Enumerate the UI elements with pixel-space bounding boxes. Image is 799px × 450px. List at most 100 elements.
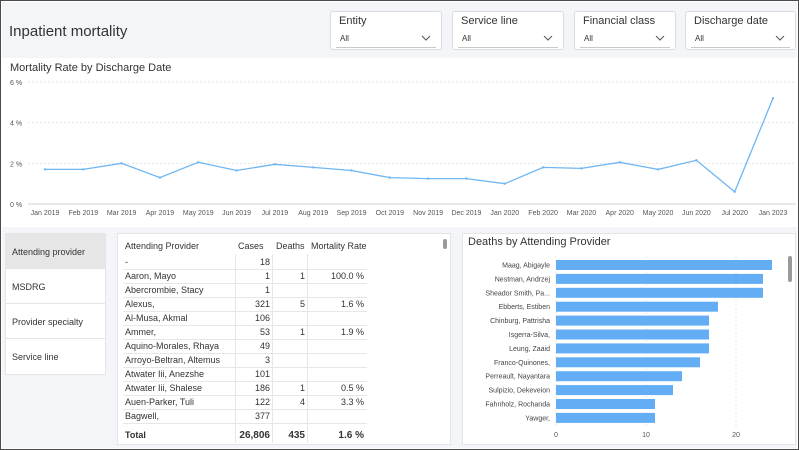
chevron-down-icon xyxy=(775,35,785,41)
x-tick-label: 10 xyxy=(642,432,650,439)
bar[interactable] xyxy=(556,385,673,396)
table-cell-provider: Abercrombie, Stacy xyxy=(125,285,204,295)
nav-item-attending-provider[interactable]: Attending provider xyxy=(6,234,105,269)
x-tick-label: Jun 2020 xyxy=(682,210,711,217)
filter-financial-class-select[interactable]: All xyxy=(580,31,670,48)
nav-item-provider-specialty[interactable]: Provider specialty xyxy=(6,304,105,339)
nav-item-service-line[interactable]: Service line xyxy=(12,352,59,362)
bar[interactable] xyxy=(556,287,763,298)
filter-entity-label: Entity xyxy=(339,15,367,27)
x-tick-label: Jan 2020 xyxy=(490,210,519,217)
filter-service-line[interactable]: Service line All xyxy=(452,11,564,50)
bar-chart-scrollbar[interactable] xyxy=(788,256,792,282)
filter-entity[interactable]: Entity All xyxy=(330,11,442,50)
report-header: Inpatient mortality Entity All Service l… xyxy=(2,2,797,58)
x-tick-label: May 2019 xyxy=(183,210,214,217)
category-label: Franco-Quinones, xyxy=(494,360,550,367)
column-header-cases[interactable]: Cases xyxy=(238,241,264,251)
category-label: Ebberts, Estiben xyxy=(499,304,550,311)
bar[interactable] xyxy=(556,273,763,284)
filter-service-line-value: All xyxy=(462,34,471,43)
data-point xyxy=(235,169,238,172)
data-point xyxy=(312,166,315,169)
table-cell-cases: 49 xyxy=(259,341,270,351)
bar[interactable] xyxy=(556,301,718,312)
table-cell-cases: 3 xyxy=(264,355,270,365)
column-header-provider[interactable]: Attending Provider xyxy=(125,241,200,251)
table-cell-rate: 3.3 % xyxy=(340,397,364,407)
table-cell-provider: Arroyo-Beltran, Altemus xyxy=(125,355,221,365)
table-cell-deaths: 1 xyxy=(299,327,305,337)
x-tick-label: Oct 2019 xyxy=(376,210,405,217)
bar[interactable] xyxy=(556,357,700,368)
x-tick-label: Dec 2019 xyxy=(451,210,481,217)
table-cell-provider: Aaron, Mayo xyxy=(125,271,177,281)
data-point xyxy=(733,190,736,193)
x-tick-label: Feb 2019 xyxy=(69,210,99,217)
table-cell-provider: Al-Musa, Akmal xyxy=(125,313,188,323)
filter-discharge-date-value: All xyxy=(695,34,704,43)
filter-financial-class[interactable]: Financial class All xyxy=(574,11,676,50)
y-tick-label: 4 % xyxy=(10,121,22,128)
chevron-down-icon xyxy=(543,35,553,41)
data-point xyxy=(541,166,545,169)
category-label: Yawger, xyxy=(525,415,550,422)
table-cell-cases: 377 xyxy=(254,411,270,421)
row-divider xyxy=(123,339,367,340)
table-cell-rate: 0.5 % xyxy=(340,383,364,393)
table-cell-cases: 18 xyxy=(259,257,270,267)
filter-discharge-date-select[interactable]: All xyxy=(691,31,790,48)
filter-entity-select[interactable]: All xyxy=(336,31,436,48)
x-tick-label: Mar 2019 xyxy=(107,210,137,217)
bar[interactable] xyxy=(556,315,709,326)
category-label: Sheador Smith, Pa... xyxy=(485,290,550,297)
table-scrollbar[interactable] xyxy=(443,239,447,249)
row-divider xyxy=(123,353,367,354)
bar[interactable] xyxy=(556,329,709,340)
bar[interactable] xyxy=(556,260,772,270)
table-cell-deaths: 4 xyxy=(299,397,305,407)
nav-item-msdrg[interactable]: MSDRG xyxy=(6,269,105,304)
bar[interactable] xyxy=(556,343,709,354)
data-point xyxy=(82,168,85,171)
column-header-mortality-rate[interactable]: Mortality Rate xyxy=(311,241,367,251)
column-divider xyxy=(235,254,236,443)
category-label: Perreault, Nayantara xyxy=(485,374,550,381)
line-chart-title: Mortality Rate by Discharge Date xyxy=(10,62,172,74)
category-label: Fahnholz, Rochanda xyxy=(485,402,550,409)
table-cell-deaths: 5 xyxy=(299,299,305,309)
x-tick-label: Apr 2020 xyxy=(606,210,635,217)
table-cell-cases: 53 xyxy=(259,327,270,337)
table-cell-rate: 100.0 % xyxy=(330,271,364,281)
bar[interactable] xyxy=(556,371,682,382)
total-deaths: 435 xyxy=(288,430,305,441)
data-point xyxy=(465,177,468,180)
column-header-deaths[interactable]: Deaths xyxy=(276,241,305,251)
x-tick-label: May 2020 xyxy=(643,210,674,217)
row-divider xyxy=(123,297,367,298)
bar[interactable] xyxy=(556,399,655,409)
total-label: Total xyxy=(125,430,146,440)
row-divider xyxy=(123,269,367,270)
mortality-line-chart: 0 % 2 % 4 % 6 % Jan 2019 Feb 2019 Mar 2019 Apr … xyxy=(10,80,796,217)
filter-service-line-label: Service line xyxy=(461,15,518,27)
filter-discharge-date[interactable]: Discharge date All xyxy=(685,11,796,50)
row-divider xyxy=(123,367,367,368)
table-cell-provider: Auen-Parker, Tuli xyxy=(125,397,195,407)
filter-entity-value: All xyxy=(340,34,349,43)
row-divider xyxy=(123,311,367,312)
category-label: Chinburg, Pattrisha xyxy=(490,318,550,325)
data-point xyxy=(350,169,353,172)
bar-chart-title: Deaths by Attending Provider xyxy=(468,236,611,248)
breakdown-nav: Attending provider MSDRG Provider specia… xyxy=(5,233,106,375)
x-tick-label: Jun 2019 xyxy=(222,210,251,217)
bar[interactable] xyxy=(556,412,655,423)
filter-service-line-select[interactable]: All xyxy=(458,31,558,48)
x-tick-label: Jul 2020 xyxy=(721,210,748,217)
table-cell-provider: Ammer, xyxy=(125,327,157,337)
x-tick-label: Apr 2019 xyxy=(146,210,175,217)
x-tick-label: Jan 2023 xyxy=(759,210,788,217)
row-divider xyxy=(123,325,367,326)
data-point xyxy=(273,163,277,166)
